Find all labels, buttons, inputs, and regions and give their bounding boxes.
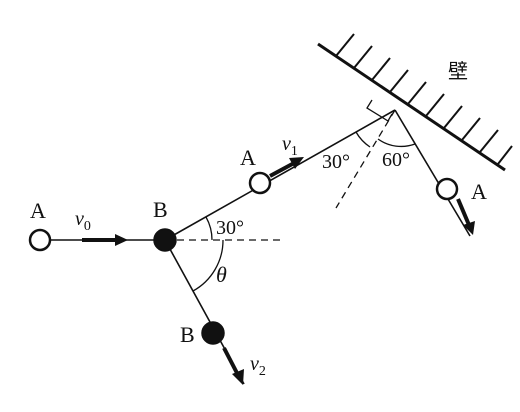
- label-theta: θ: [216, 262, 227, 287]
- label-v0: v0: [75, 208, 91, 234]
- label-a-left: A: [30, 198, 46, 223]
- angle-arcs: [192, 131, 416, 292]
- arc-30-at-wall: [355, 131, 371, 148]
- right-angle-marker: [366, 99, 393, 122]
- labels: A A A B B v0 v1 v2 30° 30° 60° θ: [30, 133, 487, 379]
- ball-b-center: [153, 228, 177, 252]
- label-a-right: A: [471, 179, 487, 204]
- v0-arrow-head: [115, 234, 128, 246]
- label-b-center: B: [153, 197, 168, 222]
- v1-arrow-shaft: [269, 160, 297, 178]
- ball-b-after-collision: [201, 321, 225, 345]
- wall: 壁: [317, 33, 513, 172]
- arc-60-at-wall: [377, 138, 416, 148]
- arc-theta: [192, 239, 224, 292]
- reference-lines: [165, 109, 396, 241]
- path-to-wall: [164, 109, 396, 241]
- label-angle-30-wall: 30°: [322, 151, 350, 173]
- v1-arrow-head: [289, 157, 304, 169]
- wall-hatching: [335, 33, 513, 165]
- label-b-lower: B: [180, 322, 195, 347]
- balls: [28, 171, 459, 345]
- reflected-path: [394, 109, 471, 237]
- v-reflected-arrow-head: [463, 221, 475, 235]
- label-angle-30-b: 30°: [216, 217, 244, 239]
- ball-a-initial: [28, 228, 52, 252]
- label-v1: v1: [282, 133, 298, 159]
- wall-label: 壁: [448, 59, 468, 83]
- v-reflected-arrow-shaft: [456, 198, 471, 226]
- v2-arrow-head: [232, 369, 244, 385]
- label-angle-60-wall: 60°: [382, 149, 410, 171]
- label-v2: v2: [250, 353, 266, 379]
- ball-a-after-reflection: [435, 177, 459, 201]
- arc-30-at-b: [205, 216, 213, 241]
- velocity-arrows: [82, 157, 475, 385]
- wall-surface: [317, 42, 506, 172]
- v2-arrow-shaft: [222, 347, 240, 376]
- ball-a-after-collision: [248, 171, 272, 195]
- label-a-middle: A: [240, 145, 256, 170]
